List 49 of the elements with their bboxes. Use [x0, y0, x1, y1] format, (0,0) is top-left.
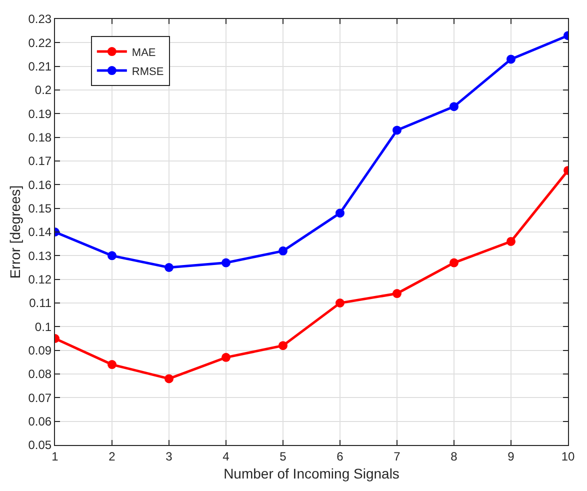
- point: [506, 236, 516, 246]
- y-tick-label: 0.2: [34, 83, 52, 98]
- point: [392, 126, 402, 135]
- y-tick-label: 0.15: [28, 202, 52, 216]
- point: [450, 102, 458, 112]
- point: [222, 258, 230, 268]
- x-tick-label: 2: [108, 449, 116, 464]
- y-tick-label: 0.09: [28, 344, 52, 358]
- y-tick-label: 0.19: [28, 106, 52, 121]
- x-tick-label: 7: [394, 449, 401, 464]
- legend-label: RMSE: [132, 66, 164, 78]
- point: [108, 360, 116, 370]
- x-tick-label: 8: [450, 449, 458, 464]
- legend-label: MAE: [132, 46, 156, 59]
- point: [506, 54, 516, 64]
- y-tick-label: 0.07: [28, 390, 52, 405]
- y-tick-label: 0.06: [28, 414, 52, 429]
- y-tick-label: 0.18: [28, 130, 52, 145]
- point: [108, 251, 116, 260]
- point: [164, 374, 174, 384]
- x-tick-label: 1: [52, 449, 59, 464]
- x-tick-label: 10: [561, 449, 575, 464]
- x-tick-label: 6: [336, 449, 344, 464]
- x-tick-label: 5: [280, 449, 287, 464]
- y-tick-label: 0.05: [28, 438, 52, 452]
- y-tick-label: 0.22: [28, 36, 52, 50]
- point: [164, 263, 174, 272]
- y-tick-label: 0.17: [28, 154, 52, 168]
- y-tick-label: 0.13: [28, 248, 52, 263]
- y-tick-label: 0.11: [29, 296, 52, 310]
- y-tick-label: 0.1: [34, 320, 52, 334]
- x-tick-label: 4: [222, 449, 230, 464]
- y-tick-label: 0.12: [28, 272, 52, 287]
- x-axis-title: Number of Incoming Signals: [224, 466, 400, 482]
- y-tick-label: 0.14: [28, 225, 52, 240]
- x-tick-label: 9: [508, 449, 515, 464]
- point: [450, 258, 458, 268]
- y-tick-label: 0.16: [28, 178, 52, 192]
- point: [222, 352, 230, 362]
- x-tick-label: 3: [166, 449, 173, 464]
- y-tick-label: 0.23: [28, 12, 52, 26]
- point: [278, 341, 288, 350]
- point: [336, 208, 344, 218]
- y-tick-label: 0.21: [28, 60, 52, 74]
- y-tick-label: 0.08: [28, 367, 52, 382]
- point: [278, 246, 288, 256]
- point: [392, 289, 402, 298]
- point: [336, 298, 344, 308]
- y-axis-title: Error [degrees]: [6, 185, 23, 279]
